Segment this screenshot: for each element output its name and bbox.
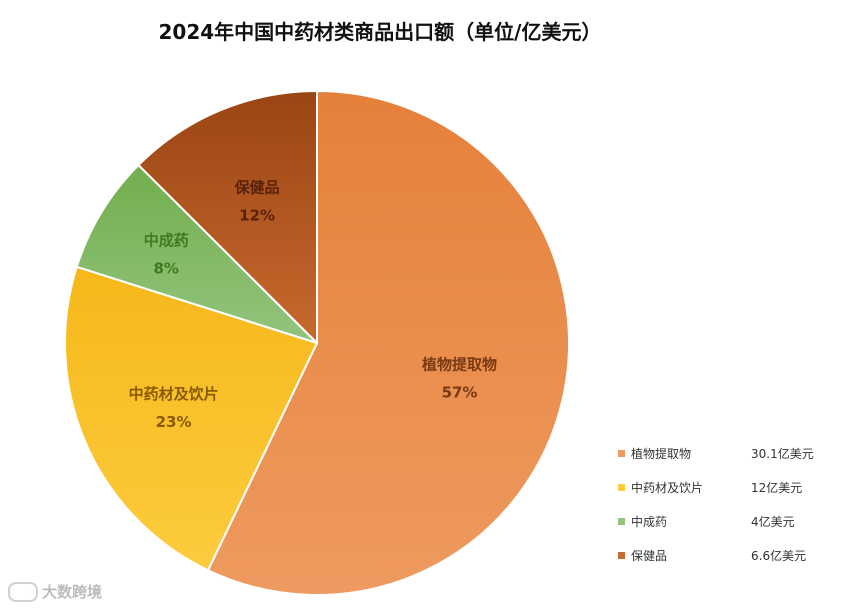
legend-item: 中成药 4亿美元 xyxy=(618,504,848,538)
chart-title: 2024年中国中药材类商品出口额（单位/亿美元） xyxy=(158,20,602,44)
pie-slice xyxy=(64,265,319,572)
legend-swatch xyxy=(618,517,625,525)
slice-name-label: 中药材及饮片 xyxy=(129,385,219,403)
legend-label: 中药材及饮片 xyxy=(631,480,704,495)
legend-item: 中药材及饮片 12亿美元 xyxy=(618,470,848,504)
legend-value: 30.1亿美元 xyxy=(751,446,814,461)
pie-slice xyxy=(137,89,318,346)
legend-label: 保健品 xyxy=(631,548,668,563)
watermark-logo-icon xyxy=(8,581,38,602)
slice-name-label: 中成药 xyxy=(144,231,189,249)
pie-slice xyxy=(75,163,318,344)
legend: 植物提取物 30.1亿美元 中药材及饮片 12亿美元 中成药 4亿美元 保健品 … xyxy=(618,436,848,572)
slice-name-label: 植物提取物 xyxy=(422,355,497,373)
legend-label: 植物提取物 xyxy=(631,446,692,461)
legend-item: 植物提取物 30.1亿美元 xyxy=(618,436,848,470)
legend-value: 12亿美元 xyxy=(751,480,803,495)
legend-swatch xyxy=(618,483,625,491)
pie-slice xyxy=(206,89,570,596)
watermark: 大数跨境 xyxy=(8,581,102,602)
legend-swatch xyxy=(618,449,625,457)
legend-value: 6.6亿美元 xyxy=(751,548,807,563)
watermark-text: 大数跨境 xyxy=(42,583,103,601)
legend-swatch xyxy=(618,551,625,559)
slice-name-label: 保健品 xyxy=(234,179,280,197)
legend-label: 中成药 xyxy=(631,514,668,529)
slice-percent-label: 57% xyxy=(442,383,478,401)
slice-percent-label: 23% xyxy=(156,413,192,431)
slice-percent-label: 8% xyxy=(153,259,178,277)
legend-item: 保健品 6.6亿美元 xyxy=(618,538,848,572)
legend-value: 4亿美元 xyxy=(751,514,795,529)
slice-percent-label: 12% xyxy=(239,207,275,225)
